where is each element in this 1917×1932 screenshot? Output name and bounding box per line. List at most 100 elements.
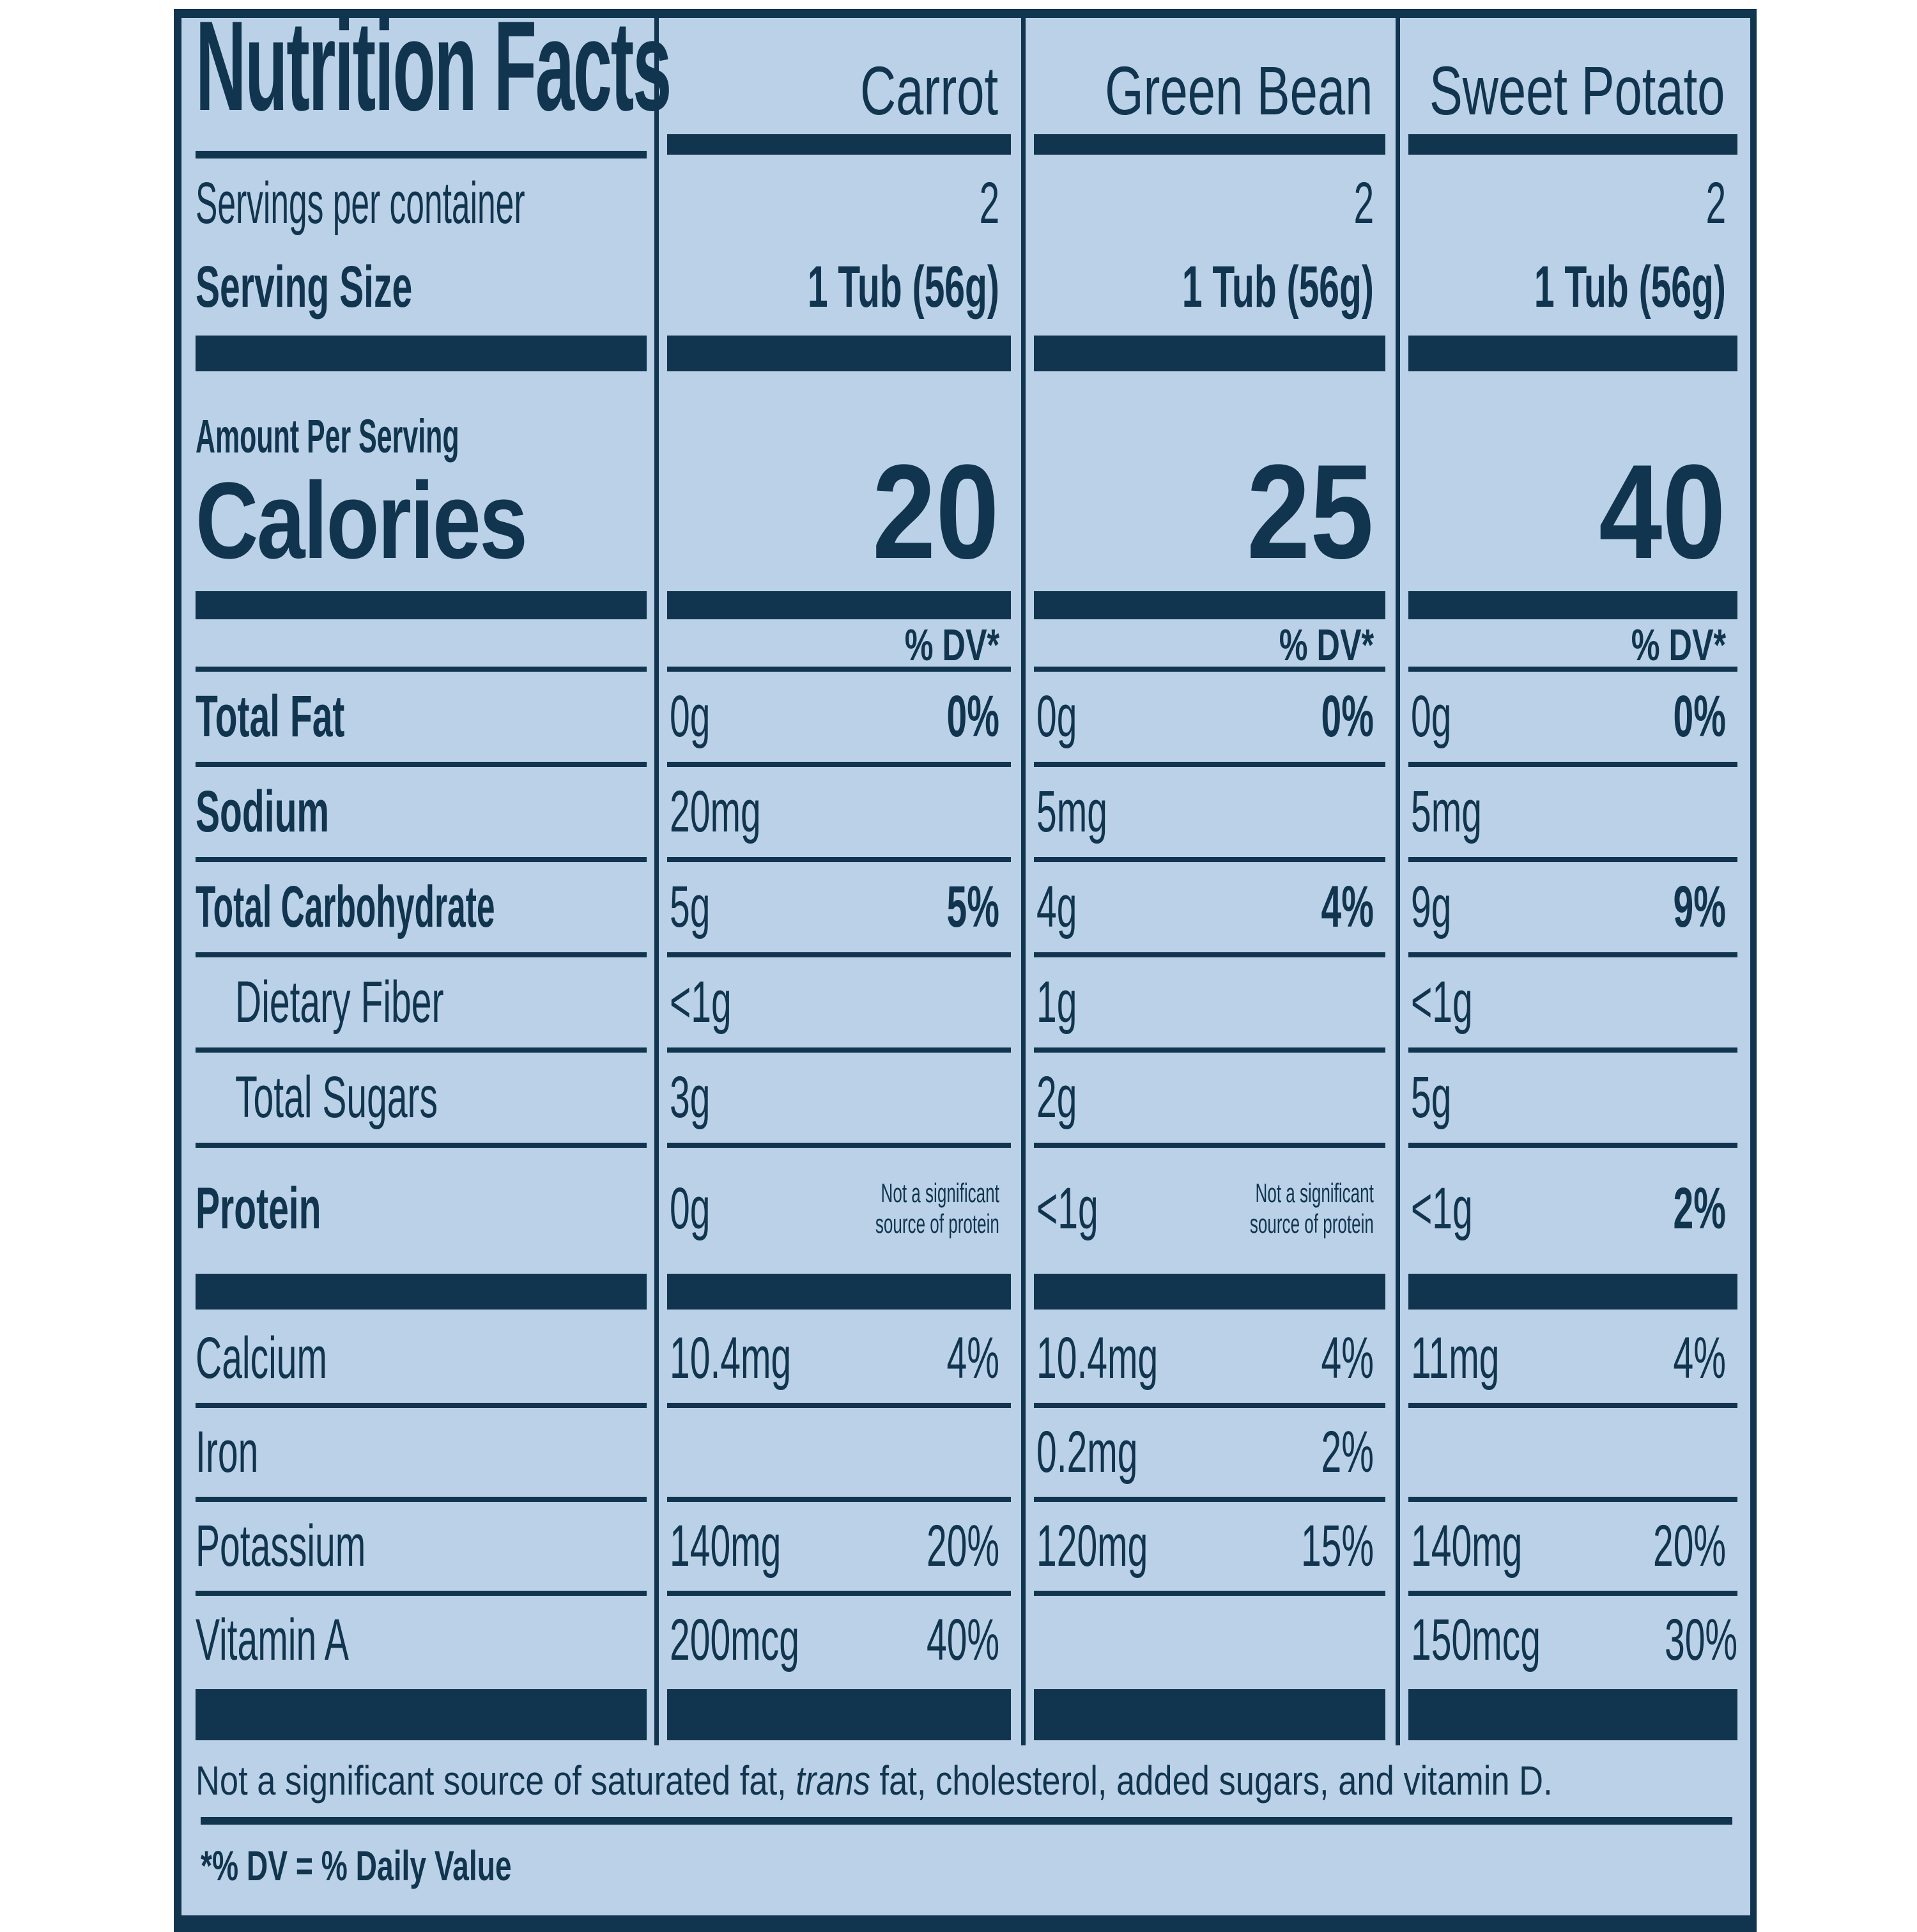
daily-value: 0% — [946, 684, 999, 749]
daily-value: 4% — [1321, 1325, 1374, 1391]
calories-label: Calories — [196, 460, 528, 582]
daily-value: 20% — [926, 1513, 999, 1579]
amount: <1g — [1036, 1176, 1098, 1241]
rule-cell — [1024, 1142, 1398, 1148]
rule — [1408, 856, 1737, 862]
title-cell: Nutrition Facts — [181, 3, 672, 134]
header-bar-cell — [1398, 134, 1750, 155]
row-label-cell: Servings per container — [181, 174, 657, 233]
bar-cell — [657, 1689, 1024, 1740]
row-label-cell: Total Fat — [181, 687, 657, 746]
daily-value: 20% — [1652, 1513, 1726, 1579]
rule-cell — [1024, 1047, 1398, 1053]
value-cell: 2g — [1024, 1068, 1398, 1127]
rule — [667, 1496, 1011, 1502]
rule-cell — [1398, 1142, 1750, 1148]
nutrition-table: Nutrition Facts Carrot Green Bean Sweet … — [181, 3, 1750, 1745]
rule — [196, 1047, 647, 1053]
daily-value: 4% — [1673, 1325, 1726, 1391]
row-label-cell: Potassium — [181, 1517, 657, 1575]
amount: 0g — [1036, 684, 1077, 749]
rule-cell — [657, 1402, 1024, 1408]
row-label-cell: Protein — [181, 1179, 657, 1238]
column-divider — [654, 18, 659, 1745]
column-header-sweet-potato-cell: Sweet Potato — [1398, 56, 1750, 134]
column-header-carrot: Carrot — [859, 52, 998, 129]
potassium-row: Potassium 140mg 20% 120mg 15% 140mg 20% — [181, 1502, 1750, 1590]
value-cell: 0g 0% — [657, 687, 1024, 746]
section-divider-bars — [181, 1269, 1750, 1314]
serving-size-carrot: 1 Tub (56g) — [808, 254, 999, 320]
amount: 0g — [670, 684, 711, 749]
protein-note: Not a significant source of protein — [799, 1178, 999, 1240]
rule — [1034, 952, 1385, 957]
amount: 150mcg — [1411, 1607, 1541, 1673]
header-row: Nutrition Facts Carrot Green Bean Sweet … — [181, 3, 1750, 134]
rule — [196, 666, 647, 672]
value-cell: 5g — [1398, 1068, 1750, 1127]
rule — [196, 1590, 647, 1596]
rule-cell — [1024, 856, 1398, 862]
rule — [1408, 952, 1737, 957]
divider-bar — [1408, 591, 1737, 619]
servings-value-carrot: 2 — [979, 171, 999, 236]
amount: 140mg — [670, 1513, 781, 1579]
rule — [1408, 1142, 1737, 1148]
header-bar — [667, 134, 1011, 155]
dv-header-cell: % DV* — [657, 622, 1024, 667]
divider-bar — [196, 1274, 647, 1310]
bar-cell — [1398, 591, 1750, 619]
rule — [1034, 761, 1385, 767]
nutrition-facts-panel: Nutrition Facts Carrot Green Bean Sweet … — [174, 3, 1757, 1932]
rule-cell — [1398, 666, 1750, 672]
amount: 0.2mg — [1036, 1419, 1138, 1485]
daily-value: 4% — [1321, 874, 1374, 939]
divider-bar — [1034, 1689, 1385, 1740]
column-divider — [1396, 18, 1400, 1745]
protein-note-line: source of protein — [875, 1209, 999, 1239]
row-label-cell: Calcium — [181, 1329, 657, 1387]
daily-value: 15% — [1300, 1513, 1374, 1579]
value-cell: 2 — [1398, 174, 1750, 233]
rule — [667, 952, 1011, 957]
value-cell: 2 — [657, 174, 1024, 233]
rule — [1408, 1402, 1737, 1408]
calcium-row: Calcium 10.4mg 4% 10.4mg 4% 11mg 4% — [181, 1314, 1750, 1402]
value-cell: 150mcg 30% — [1398, 1611, 1750, 1669]
row-label-cell: Dietary Fiber — [181, 973, 657, 1032]
rule-cell — [1398, 1402, 1750, 1408]
rule — [1034, 856, 1385, 862]
dietary-fiber-row: Dietary Fiber <1g 1g <1g — [181, 957, 1750, 1047]
value-cell: 10.4mg 4% — [1024, 1329, 1398, 1387]
column-header-carrot-cell: Carrot — [657, 56, 1024, 134]
rule-cell — [1024, 761, 1398, 767]
rule — [196, 952, 647, 957]
value-cell: 200mcg 40% — [657, 1611, 1024, 1669]
divider-bar — [667, 1274, 1011, 1310]
bar-cell — [657, 591, 1024, 619]
divider-bar — [196, 591, 647, 619]
rule — [1034, 1496, 1385, 1502]
value-cell: 1 Tub (56g) — [657, 258, 1024, 316]
footnote-suffix: fat, cholesterol, added sugars, and vita… — [870, 1758, 1553, 1804]
divider-bar — [196, 1689, 647, 1740]
total-carbohydrate-label: Total Carbohydrate — [196, 874, 495, 939]
sodium-label: Sodium — [196, 779, 330, 844]
protein-note-line: Not a significant — [881, 1177, 999, 1208]
calories-label-cell: Amount Per Serving Calories — [181, 413, 657, 587]
column-divider — [1021, 18, 1026, 1745]
rule-cell — [181, 666, 657, 672]
amount: 5mg — [1411, 779, 1482, 844]
amount: 0g — [1411, 684, 1452, 749]
rule-cell — [181, 952, 657, 957]
calories-value-green-bean: 25 — [1247, 437, 1374, 587]
amount: 9g — [1411, 874, 1452, 939]
dv-header-sweet-potato: % DV* — [1631, 620, 1726, 670]
value-cell: 9g 9% — [1398, 877, 1750, 936]
calories-row: Amount Per Serving Calories 20 25 40 — [181, 376, 1750, 587]
amount: 3g — [670, 1065, 711, 1130]
daily-value: 5% — [946, 874, 999, 939]
value-cell: 120mg 15% — [1024, 1517, 1398, 1575]
rule-cell — [657, 1142, 1024, 1148]
row-divider — [181, 1590, 1750, 1596]
